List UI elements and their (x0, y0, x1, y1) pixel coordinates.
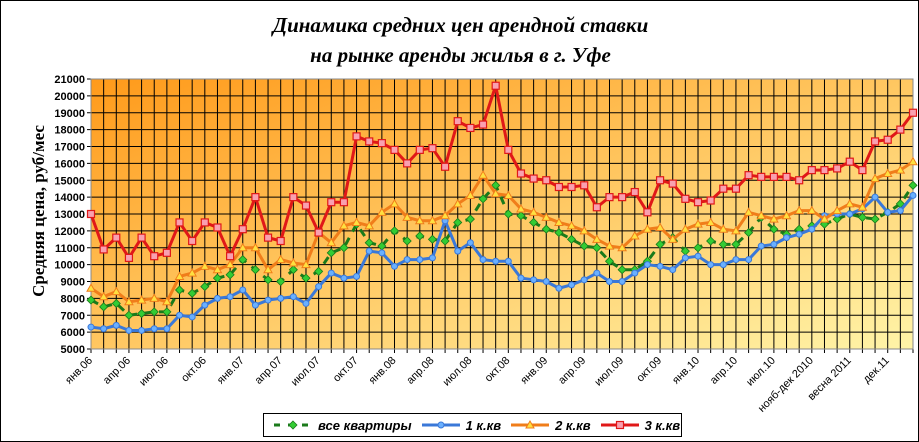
y-tick-label: 21000 (54, 74, 85, 86)
x-tick-label: июл.08 (441, 355, 475, 389)
y-tick-label: 16000 (54, 158, 85, 170)
x-tick-label: янв.09 (518, 355, 550, 387)
series-2 к.кв (86, 156, 918, 306)
legend-marker-icon (600, 420, 639, 430)
x-tick-label: июл.07 (289, 355, 323, 389)
y-tick-label: 5000 (61, 344, 85, 356)
x-tick-label: янв.10 (670, 355, 702, 387)
y-tick-label: 19000 (54, 108, 85, 120)
y-tick-label: 17000 (54, 142, 85, 154)
x-tick-label: окт.08 (483, 355, 513, 385)
legend-item: все квартиры (272, 418, 412, 433)
x-tick-label: янв.06 (63, 355, 95, 387)
x-tick-label: янв.08 (367, 355, 399, 387)
y-tick-label: 14000 (54, 192, 85, 204)
y-tick-label: 15000 (54, 175, 85, 187)
legend-marker-icon (274, 420, 312, 430)
x-tick-label: июл.10 (744, 355, 778, 389)
x-tick-label: апр.09 (556, 355, 588, 387)
y-tick-label: 18000 (54, 125, 85, 137)
y-tick-label: 20000 (54, 91, 85, 103)
x-tick-label: апр.08 (404, 355, 436, 387)
x-tick-label: июл.09 (592, 355, 626, 389)
y-tick-label: 10000 (54, 260, 85, 272)
x-tick-label: апр.10 (708, 355, 740, 387)
y-tick-label: 13000 (54, 209, 85, 221)
chart-title-line-1: Динамика средних цен арендной ставки (272, 13, 649, 37)
x-tick-label: янв.07 (215, 355, 247, 387)
x-tick-label: окт.06 (179, 355, 209, 385)
y-tick-label: 9000 (61, 277, 85, 289)
x-tick-label: июл.06 (137, 355, 171, 389)
legend: все квартиры 1 к.кв 2 к.кв 3 к.кв (263, 413, 682, 437)
y-tick-label: 12000 (54, 226, 85, 238)
legend-marker-icon (421, 421, 460, 429)
series-1 к.кв (87, 191, 917, 334)
legend-marker-icon (511, 419, 550, 429)
y-tick-label: 8000 (61, 293, 85, 305)
legend-item: 2 к.кв (509, 418, 591, 433)
y-tick-label: 7000 (61, 310, 85, 322)
x-tick-label: окт.07 (331, 355, 361, 385)
x-tick-label: дек.11 (861, 355, 892, 386)
x-tick-label: апр.06 (101, 355, 133, 387)
chart-title-line-2: на рынке аренды жилья в г. Уфе (310, 43, 611, 67)
legend-item: 3 к.кв (599, 418, 680, 433)
series-3 к.кв (86, 79, 918, 262)
y-tick-label: 11000 (55, 243, 85, 255)
x-tick-label: апр.07 (253, 355, 285, 387)
y-tick-label: 6000 (61, 327, 85, 339)
legend-item: 1 к.кв (420, 418, 501, 433)
x-tick-label: окт.09 (634, 355, 664, 385)
